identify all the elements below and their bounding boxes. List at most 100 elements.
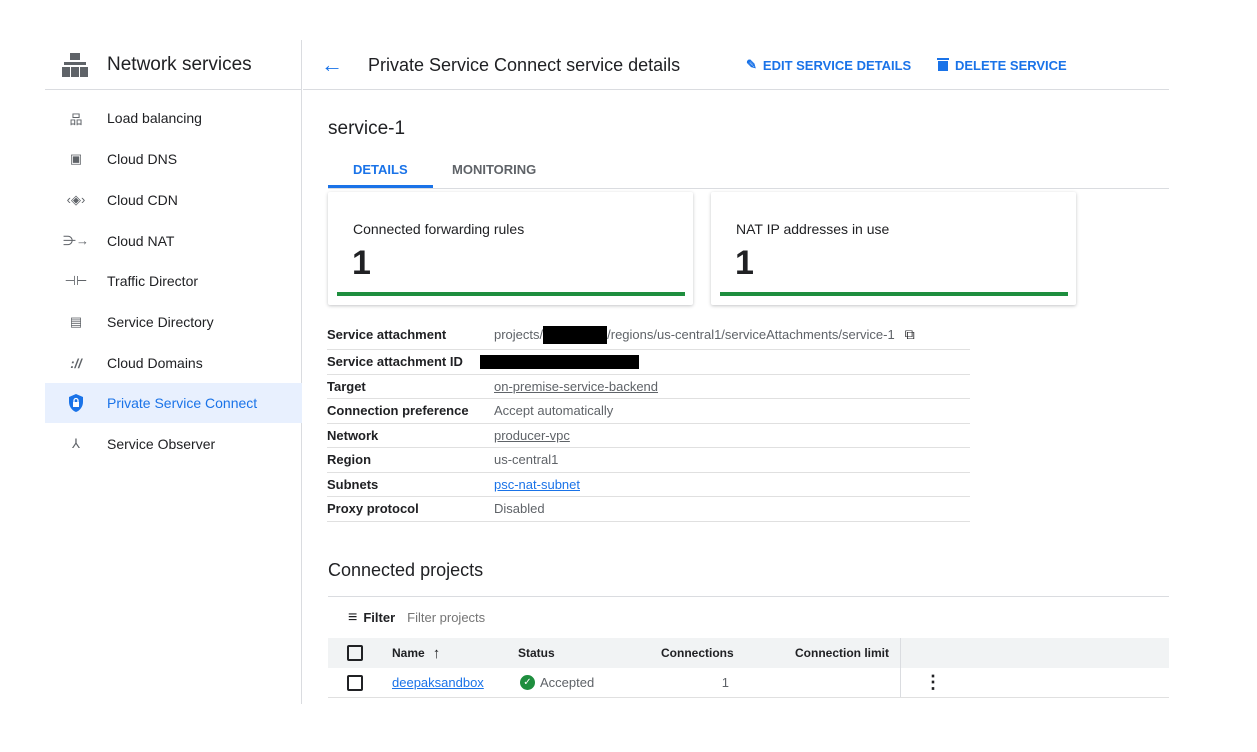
sidebar-item-label: Service Observer	[107, 436, 216, 452]
more-vert-icon[interactable]: ⋮	[924, 672, 942, 692]
tab-bar: DETAILS MONITORING	[328, 152, 1169, 189]
detail-row-subnets: Subnets psc-nat-subnet	[327, 473, 970, 497]
column-divider	[900, 668, 901, 697]
cloud-cdn-icon: ‹◈›	[66, 192, 86, 207]
project-name[interactable]: deepaksandbox	[392, 675, 484, 690]
sidebar-item-service-observer[interactable]: ⅄ Service Observer	[45, 424, 302, 464]
attachment-suffix: /regions/us-central1/serviceAttachments/…	[607, 327, 895, 342]
project-link[interactable]: deepaksandbox	[392, 668, 484, 697]
detail-label: Service attachment	[327, 327, 447, 342]
details-table: Service attachment projects/ /regions/us-c…	[327, 320, 970, 522]
check-circle-icon: ✓	[520, 675, 535, 690]
sidebar-item-label: Service Directory	[107, 314, 214, 330]
sidebar-item-cloud-nat[interactable]: ⋺→ Cloud NAT	[45, 221, 302, 261]
table-row: deepaksandbox ✓ Accepted 1 ⋮	[328, 668, 1169, 698]
redacted-block	[543, 325, 608, 344]
connected-projects-title: Connected projects	[328, 560, 484, 580]
detail-value: Accept automatically	[494, 403, 614, 419]
tab-details[interactable]: DETAILS	[328, 152, 433, 188]
detail-row-proxy-protocol: Proxy protocol Disabled	[327, 497, 970, 522]
detail-label: Target	[327, 378, 366, 394]
detail-row-network: Network producer-vpc	[327, 424, 970, 448]
sidebar-title: Network services	[107, 54, 252, 75]
service-directory-icon: ▤	[69, 314, 83, 329]
sidebar-item-load-balancing[interactable]: 品 Load balancing	[45, 98, 302, 138]
detail-label: Subnets	[327, 476, 379, 492]
cloud-dns-icon: ▣	[69, 151, 83, 166]
table-header: Name ↑ Status Connections Connection limi…	[328, 638, 1169, 668]
detail-row-connection-preference: Connection preference Accept automaticall…	[327, 399, 970, 424]
copy-icon[interactable]: ⧉	[904, 326, 915, 342]
card-value: 1	[352, 244, 371, 282]
service-name: service-1	[328, 118, 406, 139]
card-label: NAT IP addresses in use	[736, 221, 890, 237]
column-label: Name	[392, 646, 425, 660]
sidebar-item-label: Load balancing	[107, 110, 202, 126]
sidebar-item-label: Cloud DNS	[107, 151, 178, 167]
column-connections[interactable]: Connections	[661, 646, 734, 660]
card-label: Connected forwarding rules	[353, 221, 525, 237]
nat-ip-card: NAT IP addresses in use 1	[711, 192, 1076, 305]
delete-label: DELETE SERVICE	[955, 58, 1067, 73]
network-services-icon	[62, 53, 88, 77]
status-cell: ✓ Accepted	[520, 668, 594, 697]
filter-input[interactable]	[407, 610, 708, 625]
trash-icon	[937, 57, 949, 74]
service-observer-icon: ⅄	[72, 436, 80, 451]
filter-label: Filter	[363, 610, 396, 625]
detail-value: Disabled	[494, 501, 545, 517]
detail-row-service-attachment: Service attachment projects/ /regions/us-c…	[327, 320, 970, 350]
network-link[interactable]: producer-vpc	[494, 427, 570, 443]
sidebar-item-traffic-director[interactable]: ⊣⊢ Traffic Director	[45, 261, 302, 301]
detail-label: Region	[327, 452, 372, 468]
connections-cell: 1	[721, 675, 729, 690]
back-arrow-icon[interactable]: ←	[321, 52, 343, 77]
select-all-checkbox[interactable]	[347, 638, 363, 668]
sidebar-item-label: Cloud Domains	[107, 355, 203, 371]
sidebar-item-label: Traffic Director	[107, 273, 199, 289]
column-name[interactable]: Name ↑	[392, 638, 440, 668]
sidebar-item-private-service-connect[interactable]: Private Service Connect	[45, 383, 302, 423]
subnet-link[interactable]: psc-nat-subnet	[494, 476, 580, 492]
column-status[interactable]: Status	[518, 646, 555, 660]
delete-service-button[interactable]: DELETE SERVICE	[937, 57, 1067, 74]
edit-service-button[interactable]: ✎ EDIT SERVICE DETAILS	[746, 57, 911, 73]
detail-label: Service attachment ID	[327, 354, 463, 370]
traffic-director-icon: ⊣⊢	[64, 273, 88, 288]
forwarding-rules-card: Connected forwarding rules 1	[328, 192, 693, 305]
card-status-bar	[720, 292, 1068, 296]
detail-value: projects/ /regions/us-central1/serviceAtt…	[494, 325, 915, 344]
tab-monitoring[interactable]: MONITORING	[452, 162, 537, 177]
sidebar: Network services 品 Load balancing ▣ Cloud …	[45, 40, 302, 704]
filter-icon: ≡	[348, 608, 358, 626]
card-status-bar	[337, 292, 685, 296]
card-value: 1	[735, 244, 754, 282]
redacted-block	[480, 354, 639, 369]
status-text: Accepted	[540, 675, 595, 690]
sort-up-arrow-icon: ↑	[432, 644, 441, 662]
detail-value: us-central1	[494, 452, 559, 468]
attachment-prefix: projects/	[494, 327, 544, 342]
detail-label: Connection preference	[327, 403, 469, 419]
sidebar-item-service-directory[interactable]: ▤ Service Directory	[45, 302, 302, 342]
column-divider	[900, 638, 901, 668]
sidebar-item-label: Cloud NAT	[107, 233, 175, 249]
edit-label: EDIT SERVICE DETAILS	[762, 57, 912, 73]
page-header: ← Private Service Connect service detail…	[303, 40, 1169, 90]
sidebar-item-cloud-dns[interactable]: ▣ Cloud DNS	[45, 139, 302, 179]
pencil-icon: ✎	[746, 57, 757, 72]
row-checkbox[interactable]	[347, 668, 363, 697]
sidebar-item-label: Private Service Connect	[107, 395, 258, 411]
detail-row-target: Target on-premise-service-backend	[327, 375, 970, 399]
load-balancing-icon: 品	[69, 111, 83, 127]
sidebar-item-label: Cloud CDN	[107, 192, 178, 208]
detail-row-region: Region us-central1	[327, 448, 970, 473]
sidebar-item-cloud-cdn[interactable]: ‹◈› Cloud CDN	[45, 180, 302, 220]
column-connection-limit[interactable]: Connection limit	[795, 646, 889, 660]
filter-bar[interactable]: ≡ Filter	[328, 596, 1169, 638]
cloud-domains-icon: ://	[70, 355, 82, 371]
target-link[interactable]: on-premise-service-backend	[494, 378, 659, 394]
sidebar-item-cloud-domains[interactable]: :// Cloud Domains	[45, 343, 302, 383]
shield-lock-icon	[45, 394, 107, 412]
sidebar-header: Network services	[45, 40, 302, 90]
